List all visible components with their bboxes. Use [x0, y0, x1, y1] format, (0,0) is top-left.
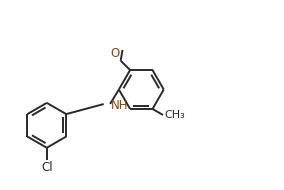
- Text: Cl: Cl: [41, 161, 53, 174]
- Text: CH₃: CH₃: [164, 110, 185, 120]
- Text: O: O: [111, 47, 120, 60]
- Text: NH: NH: [111, 99, 128, 112]
